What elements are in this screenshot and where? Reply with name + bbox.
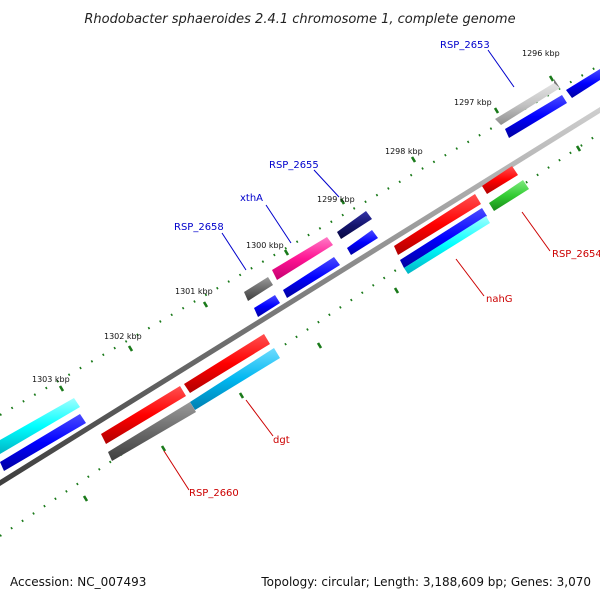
gene-rsp2660[interactable] (108, 402, 196, 461)
major-tick (339, 198, 346, 205)
tick-label-1296: 1296 kbp (522, 49, 560, 58)
leader-rsp2660 (163, 450, 190, 491)
gene-rsp2658[interactable] (244, 277, 273, 301)
major-ticks (58, 75, 555, 392)
label-dgt[interactable]: dgt (273, 435, 290, 446)
major-tick (58, 385, 65, 392)
major-tick (393, 287, 400, 294)
gene-rsp2656[interactable] (347, 230, 378, 255)
gene-rsp2654[interactable] (489, 180, 529, 211)
major-tick (410, 156, 417, 163)
tick-label-1301: 1301 kbp (175, 287, 213, 296)
leader-dgt (245, 399, 274, 437)
major-tick (548, 75, 555, 82)
major-tick (493, 107, 500, 114)
gene-nahg[interactable] (404, 216, 490, 274)
label-rsp2655[interactable]: RSP_2655 (269, 160, 319, 171)
leader-xtha (265, 204, 292, 244)
gene-left-cyan[interactable] (0, 398, 80, 454)
leader-rsp2653 (487, 49, 515, 88)
leader-rsp2655 (313, 169, 340, 198)
leader-rsp2658 (221, 232, 247, 271)
label-nahg[interactable]: nahG (486, 294, 513, 305)
label-rsp2658[interactable]: RSP_2658 (174, 222, 224, 233)
gene-rsp2653[interactable] (495, 79, 560, 125)
gene-nahg-red[interactable] (394, 194, 481, 255)
gene-rsp2652[interactable] (566, 69, 600, 98)
major-tick (202, 301, 209, 308)
label-rsp2653[interactable]: RSP_2653 (440, 40, 490, 51)
label-xtha[interactable]: xthA (240, 193, 263, 204)
gene-rsp2660-upper[interactable] (101, 386, 186, 444)
tick-label-1297: 1297 kbp (454, 98, 492, 107)
genes-reverse-strand (394, 166, 529, 274)
gene-nahg-blue[interactable] (400, 208, 487, 268)
label-rsp2654[interactable]: RSP_2654 (552, 249, 600, 260)
gene-rsp2652b[interactable] (505, 95, 567, 138)
tick-label-1298: 1298 kbp (385, 147, 423, 156)
accession-text: Accession: NC_007493 (10, 575, 147, 589)
major-tick (283, 249, 290, 256)
major-tick (82, 495, 89, 502)
gene-rsp2655[interactable] (337, 211, 372, 239)
leader-rsp2654 (521, 211, 551, 252)
major-tick (316, 342, 323, 349)
gene-left-blue[interactable] (0, 414, 86, 471)
gene-rsp2657[interactable] (283, 257, 340, 298)
major-tick (575, 145, 582, 152)
major-tick (127, 345, 134, 352)
tick-label-1302: 1302 kbp (104, 332, 142, 341)
genome-summary-text: Topology: circular; Length: 3,188,609 bp… (261, 575, 591, 589)
map-title: Rhodobacter sphaeroides 2.4.1 chromosome… (84, 12, 515, 27)
gene-dgt-upper[interactable] (184, 334, 270, 393)
genes-forward-strand (0, 69, 600, 471)
gene-rsp2659[interactable] (254, 295, 280, 317)
leader-nahg (455, 258, 485, 297)
major-tick (238, 392, 245, 399)
chromosome-backbone (0, 107, 600, 486)
gene-dgt-lower[interactable] (190, 348, 280, 410)
major-tick (160, 445, 167, 452)
gene-xtha[interactable] (272, 237, 333, 280)
tick-label-1300: 1300 kbp (246, 241, 284, 250)
gene-rsp2654-red[interactable] (482, 166, 518, 194)
label-leaders (163, 49, 551, 491)
label-rsp2660[interactable]: RSP_2660 (189, 488, 239, 499)
tick-label-1299: 1299 kbp (317, 195, 355, 204)
tick-label-1303: 1303 kbp (32, 375, 70, 384)
